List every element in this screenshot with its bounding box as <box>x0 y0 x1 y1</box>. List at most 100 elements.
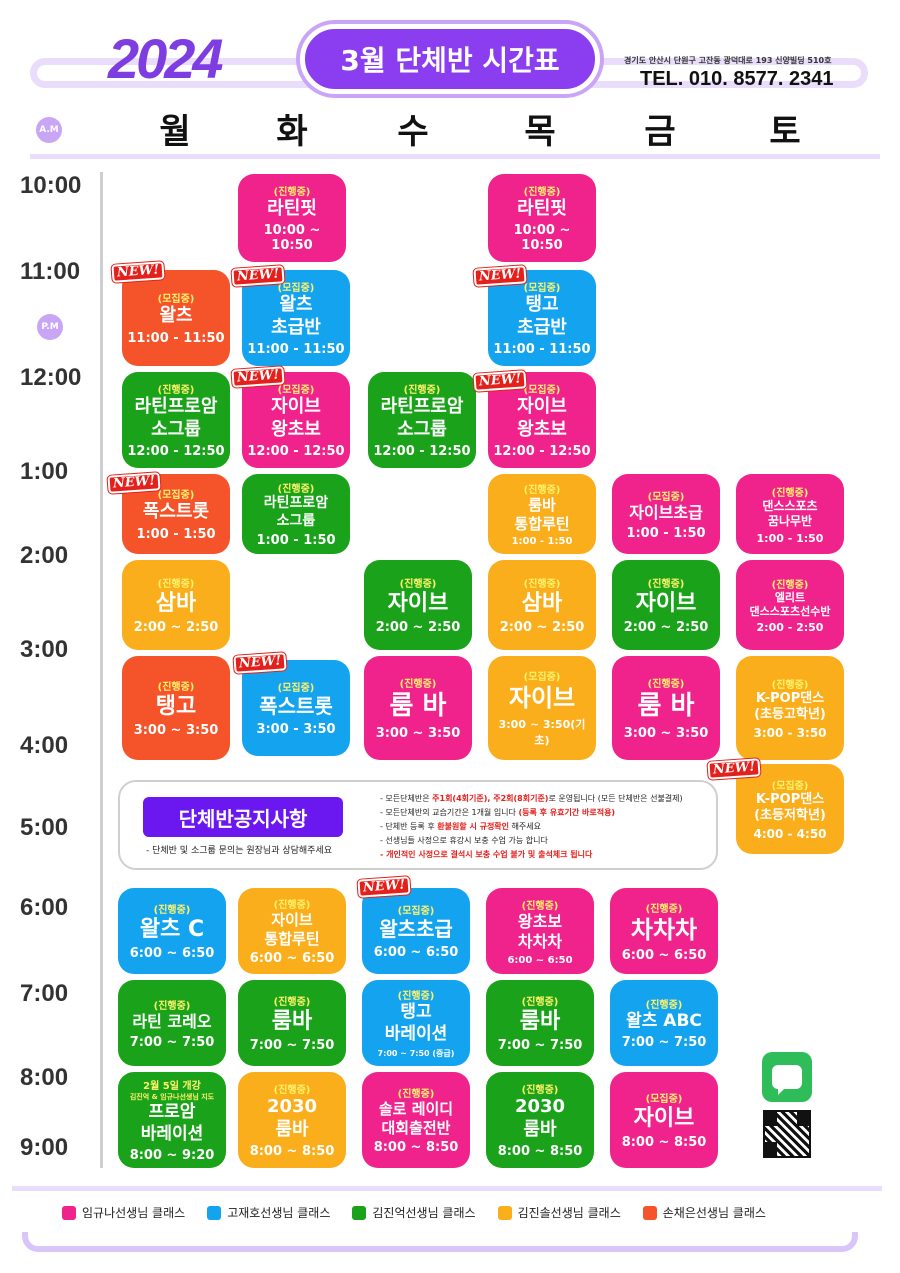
class-card[interactable]: (모집중) 왈츠 11:00 - 11:50 <box>122 270 230 366</box>
class-time: 8:00 ~ 9:20 <box>129 1147 215 1163</box>
class-time: 2:00 ~ 2:50 <box>623 620 709 636</box>
time-label: 12:00 <box>20 364 82 391</box>
class-status: (모집중) <box>157 294 195 306</box>
class-card[interactable]: (진행중) 룸바 7:00 ~ 7:50 <box>238 980 346 1066</box>
class-status: (진행중) <box>523 484 561 496</box>
class-card[interactable]: (진행중) 라틴 코레오 7:00 ~ 7:50 <box>118 980 226 1066</box>
class-card[interactable]: (진행중) 룸바 7:00 ~ 7:50 <box>486 980 594 1066</box>
class-card[interactable]: (진행중) K-POP댄스 (초등고학년) 3:00 - 3:50 <box>736 656 844 760</box>
class-status: (진행중) <box>157 578 195 590</box>
class-status: (모집중) <box>397 906 435 917</box>
class-status: (진행중) <box>157 385 195 396</box>
class-card[interactable]: (모집중) 자이브 왕초보 12:00 - 12:50 <box>242 372 350 468</box>
footer-divider <box>12 1186 882 1198</box>
class-card[interactable]: (진행중) 삼바 2:00 ~ 2:50 <box>122 560 230 650</box>
class-card[interactable]: (진행중) 라틴프로암 소그룹 12:00 - 12:50 <box>368 372 476 468</box>
class-card[interactable]: (진행중) 자이브 2:00 ~ 2:50 <box>612 560 720 650</box>
class-time: 11:00 - 11:50 <box>127 330 225 346</box>
new-badge: NEW! <box>707 758 761 780</box>
class-time: 3:00 ~ 3:50 <box>375 725 461 741</box>
class-card[interactable]: (진행중) 2030 룸바 8:00 ~ 8:50 <box>238 1072 346 1168</box>
class-card[interactable]: (모집중) 왈츠 초급반 11:00 - 11:50 <box>242 270 350 366</box>
class-status: (모집중) <box>277 283 315 294</box>
class-status: (진행중) <box>157 681 195 693</box>
class-card[interactable]: (모집중) K-POP댄스 (초등저학년) 4:00 - 4:50 <box>736 764 844 854</box>
class-time: 11:00 - 11:50 <box>493 342 591 357</box>
class-card[interactable]: (진행중) 솔로 레이디 대회출전반 8:00 ~ 8:50 <box>362 1072 470 1168</box>
new-badge: NEW! <box>357 876 411 898</box>
class-name: 룸바 통합루틴 <box>514 495 570 533</box>
time-label: 1:00 <box>20 458 69 485</box>
class-card[interactable]: (진행중) 삼바 2:00 ~ 2:50 <box>488 560 596 650</box>
class-card[interactable]: (진행중) 왈츠 C 6:00 ~ 6:50 <box>118 888 226 974</box>
class-card[interactable]: (진행중) 자이브 2:00 ~ 2:50 <box>364 560 472 650</box>
class-status: 2월 5일 개강 <box>143 1081 201 1093</box>
class-card[interactable]: (모집중) 탱고 초급반 11:00 - 11:50 <box>488 270 596 366</box>
notice-item: - 개인적인 사정으로 결석시 보충 수업 불가 및 출석체크 됩니다 <box>380 850 593 859</box>
class-status: (진행중) <box>153 1000 191 1012</box>
class-card[interactable]: (모집중) 자이브 8:00 ~ 8:50 <box>610 1072 718 1168</box>
class-status: (진행중) <box>521 1085 559 1096</box>
time-label: 3:00 <box>20 636 69 663</box>
class-card[interactable]: (진행중) 자이브 통합루틴 6:00 ~ 6:50 <box>238 888 346 974</box>
kakao-channel-icon[interactable] <box>762 1052 812 1102</box>
class-status: (진행중) <box>645 999 683 1011</box>
class-time: 7:00 ~ 7:50 <box>249 1038 335 1054</box>
class-name: 삼바 <box>155 590 197 616</box>
class-status: (진행중) <box>397 1088 435 1100</box>
class-status: (모집중) <box>523 385 561 396</box>
notice-list: - 모든단체반은 주1회(4회기준), 주2회(8회기준)로 운영됩니다 (모든… <box>380 792 683 862</box>
legend-label: 임규나선생님 클래스 <box>82 1206 186 1220</box>
class-time: 3:00 ~ 3:50(기초) <box>498 718 586 747</box>
class-status: (진행중) <box>273 186 311 198</box>
class-card[interactable]: (진행중) 룸 바 3:00 ~ 3:50 <box>364 656 472 760</box>
class-status: (진행중) <box>273 996 311 1008</box>
qr-code[interactable] <box>763 1110 811 1158</box>
class-name: 왈츠 <box>159 305 193 327</box>
class-status: (모집중) <box>771 780 809 792</box>
class-time: 8:00 ~ 8:50 <box>249 1144 335 1159</box>
class-card[interactable]: (진행중) 차차차 6:00 ~ 6:50 <box>610 888 718 974</box>
class-card[interactable]: 2월 5일 개강 김진억 & 임규나선생님 지도 프로암 바레이션 8:00 ~ 9:… <box>118 1072 226 1168</box>
day-fri: 금 <box>644 112 676 152</box>
class-card[interactable]: (진행중) 라틴핏 10:00 ~ 10:50 <box>238 174 346 262</box>
class-name: 2030 룸바 <box>514 1096 566 1140</box>
time-label: 5:00 <box>20 814 69 841</box>
legend-swatch <box>62 1205 76 1220</box>
class-card[interactable]: (진행중) 왕초보 차차차 6:00 ~ 6:50 <box>486 888 594 974</box>
new-badge: NEW! <box>233 652 287 674</box>
class-time: 6:00 ~ 6:50 <box>373 945 459 960</box>
class-name: 차차차 <box>630 915 698 944</box>
legend-item: 김진솔선생님 클래스 <box>497 1204 621 1221</box>
class-card[interactable]: (모집중) 자이브초급 1:00 - 1:50 <box>612 474 720 554</box>
legend-swatch <box>207 1205 222 1220</box>
class-time: 6:00 ~ 6:50 <box>621 947 707 963</box>
class-card[interactable]: (진행중) 라틴프로암 소그룹 1:00 - 1:50 <box>242 474 350 554</box>
class-status: (모집중) <box>647 491 685 503</box>
class-card[interactable]: (모집중) 자이브 3:00 ~ 3:50(기초) <box>488 656 596 760</box>
class-card[interactable]: (진행중) 룸 바 3:00 ~ 3:50 <box>612 656 720 760</box>
class-card[interactable]: (진행중) 룸바 통합루틴 1:00 - 1:50 <box>488 474 596 554</box>
class-status: (진행중) <box>277 484 315 495</box>
class-name: 자이브 왕초보 <box>517 396 567 440</box>
class-card[interactable]: (진행중) 탱고 3:00 ~ 3:50 <box>122 656 230 760</box>
class-card[interactable]: (진행중) 왈츠 ABC 7:00 ~ 7:50 <box>610 980 718 1066</box>
class-status: (진행중) <box>403 385 441 396</box>
class-card[interactable]: (진행중) 엘리트 댄스스포츠선수반 2:00 - 2:50 <box>736 560 844 650</box>
class-card[interactable]: (진행중) 댄스스포츠 꿈나무반 1:00 - 1:50 <box>736 474 844 554</box>
class-card[interactable]: (모집중) 왈츠초급 6:00 ~ 6:50 <box>362 888 470 974</box>
class-time: 8:00 ~ 8:50 <box>497 1144 583 1159</box>
class-card[interactable]: (진행중) 2030 룸바 8:00 ~ 8:50 <box>486 1072 594 1168</box>
class-status: (진행중) <box>153 904 191 916</box>
class-time: 6:00 ~ 6:50 <box>129 946 215 962</box>
class-card[interactable]: (진행중) 탱고 바레이션 7:00 ~ 7:50 (중급) <box>362 980 470 1066</box>
class-note: 김진억 & 임규나선생님 지도 <box>129 1093 215 1102</box>
class-card[interactable]: (모집중) 폭스트롯 3:00 - 3:50 <box>242 660 350 756</box>
class-name: 자이브 <box>387 590 449 616</box>
class-card[interactable]: (진행중) 라틴핏 10:00 ~ 10:50 <box>488 174 596 262</box>
telephone: TEL. 010. 8577. 2341 <box>640 68 834 90</box>
notice-title: 단체반공지사항 <box>143 797 343 837</box>
notice-inquiry-text: - 단체반 및 소그룹 문의는 원장님과 상담해주세요 <box>146 846 333 856</box>
class-card[interactable]: (진행중) 라틴프로암 소그룹 12:00 - 12:50 <box>122 372 230 468</box>
class-time: 11:00 - 11:50 <box>247 342 345 357</box>
